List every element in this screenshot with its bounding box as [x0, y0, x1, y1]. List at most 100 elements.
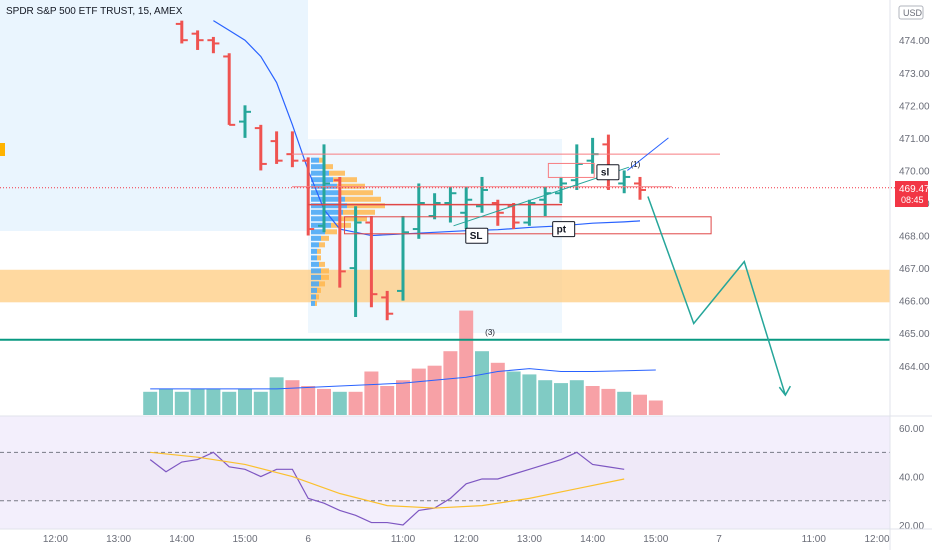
volume-bar	[427, 365, 442, 415]
profile-bar-blue	[311, 255, 317, 261]
profile-bar-orange	[321, 268, 329, 274]
profile-bar-blue	[311, 287, 317, 293]
label-box-pt	[552, 221, 576, 238]
volume-bar	[601, 388, 616, 415]
profile-bar-blue	[311, 274, 321, 280]
volume-bar	[317, 388, 331, 415]
volume-bar	[238, 388, 252, 415]
profile-bar-blue	[311, 229, 325, 235]
label-text: sl	[601, 168, 610, 179]
volume-bar	[364, 371, 379, 415]
profile-bar-orange	[325, 229, 337, 235]
profile-bar-orange	[339, 216, 367, 222]
price-tick-label: 464.00	[899, 362, 930, 373]
time-tick-label: 7	[716, 534, 722, 545]
price-tick-label: 472.00	[899, 101, 930, 112]
sl-zone-box	[547, 162, 595, 178]
current-price-countdown: 08:45	[901, 195, 924, 205]
volume-bar	[206, 388, 221, 415]
profile-bar-orange	[345, 196, 381, 202]
profile-bar-blue	[311, 203, 347, 209]
rsi-layer	[0, 416, 890, 529]
currency-badge	[898, 5, 924, 20]
price-tick-label: 471.00	[899, 134, 930, 145]
volume-bar	[585, 386, 600, 415]
profile-bar-orange	[319, 281, 325, 287]
volume-ma-line	[150, 368, 656, 390]
rsi-tick-label: 60.00	[899, 424, 924, 435]
time-tick-label: 14:00	[169, 534, 194, 545]
profile-bar-blue	[311, 190, 341, 196]
profile-bar-blue	[311, 235, 321, 241]
profile-bar-blue	[311, 248, 317, 254]
volume-bar	[411, 368, 426, 415]
rsi-tick-label: 20.00	[899, 521, 924, 532]
label-box-sl	[596, 164, 620, 181]
time-tick-label: 12:00	[864, 534, 889, 545]
volume-bar	[617, 391, 632, 415]
rsi-tick-label: 40.00	[899, 473, 924, 484]
profile-bar-orange	[323, 164, 333, 170]
label-box-sl	[465, 227, 489, 244]
currency-label: USD	[903, 8, 923, 18]
volume-bar	[522, 374, 537, 415]
volume-bar	[506, 371, 521, 415]
orange-zone	[0, 269, 890, 303]
time-tick-label: 13:00	[106, 534, 131, 545]
profile-bar-orange	[317, 248, 321, 254]
volume-bar	[143, 391, 158, 415]
volume-bar	[285, 380, 300, 415]
label-text: pt	[557, 225, 567, 236]
volume-bar	[443, 351, 458, 415]
profile-bar-blue	[311, 281, 319, 287]
profile-bar-orange	[319, 157, 325, 163]
profile-bar-blue	[311, 300, 315, 306]
rising-trend-line	[627, 137, 669, 171]
profile-bar-orange	[321, 235, 329, 241]
volume-bar	[538, 380, 553, 415]
profile-bar-blue	[311, 196, 345, 202]
profile-bar-blue	[311, 157, 319, 163]
time-tick-label: 15:00	[232, 534, 257, 545]
price-tick-label: 474.00	[899, 36, 930, 47]
pt-zone-box	[344, 216, 712, 235]
profile-bar-blue	[311, 164, 323, 170]
time-tick-label: 13:00	[517, 534, 542, 545]
profile-bar-orange	[329, 170, 345, 176]
profile-bar-blue	[311, 177, 333, 183]
profile-bar-orange	[343, 209, 375, 215]
rsi-ma-line	[150, 451, 625, 509]
projection-arrowhead	[778, 385, 792, 397]
time-tick-label: 11:00	[802, 534, 827, 545]
volume-bar	[222, 391, 237, 415]
profile-bar-orange	[317, 255, 321, 261]
profile-bar-orange	[317, 287, 321, 293]
price-tick-label: 468.00	[899, 232, 930, 243]
profile-bar-orange	[347, 203, 385, 209]
volume-bar	[159, 388, 173, 415]
rsi-band	[0, 452, 890, 501]
profile-bar-orange	[316, 294, 319, 300]
current-price-tag: 469.47 08:45	[895, 181, 930, 207]
profile-bar-orange	[341, 190, 373, 196]
volume-bar	[396, 380, 410, 415]
profile-bar-blue	[311, 294, 316, 300]
price-tick-label: 470.00	[899, 166, 930, 177]
time-tick-label: 11:00	[391, 534, 416, 545]
projection-path	[647, 196, 787, 396]
profile-bar-blue	[311, 242, 319, 248]
profile-bar-orange	[315, 300, 317, 306]
price-tick-label: 465.00	[899, 329, 930, 340]
price-tick-label: 467.00	[899, 264, 930, 275]
session-shade-right	[308, 139, 562, 333]
volume-bar	[348, 391, 363, 415]
volume-bar	[269, 377, 284, 415]
volume-bar	[648, 400, 663, 415]
left-edge-marker	[0, 143, 5, 156]
annotation-layer: sl pt SL (3) (1)	[0, 137, 895, 397]
profile-bar-orange	[333, 177, 357, 183]
volume-bar	[253, 391, 268, 415]
volume-bar	[174, 391, 189, 415]
